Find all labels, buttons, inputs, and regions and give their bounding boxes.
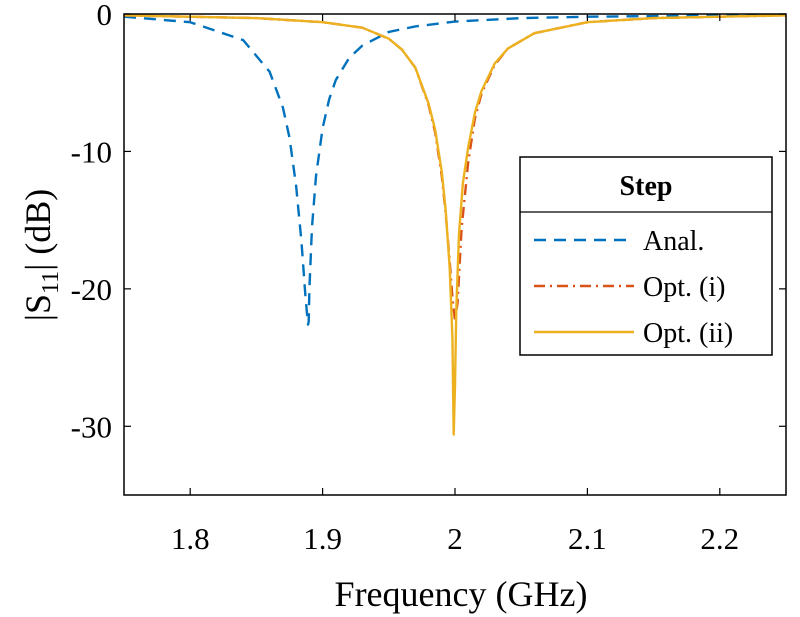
legend-label-2: Opt. (i) [643,272,725,303]
y-tick-label: -30 [71,409,112,444]
x-tick-label: 2.1 [568,521,607,556]
x-tick-label: 2 [447,521,463,556]
x-axis-label: Frequency (GHz) [335,574,588,614]
series-line-1 [124,14,786,326]
y-tick-label: -20 [71,272,112,307]
legend-label-1: Anal. [643,226,704,257]
x-tick-label: 1.8 [171,521,210,556]
legend-box [519,156,773,356]
y-axis-label-subscript: 11 [38,271,64,294]
y-axis: 0 -10 -20 -30 [71,0,786,444]
y-tick-label: -10 [71,134,112,169]
x-tick-label: 1.9 [303,521,342,556]
x-tick-label: 2.2 [700,521,739,556]
y-axis-label-prefix: |S [18,294,58,321]
y-axis-label-suffix: | (dB) [18,189,58,271]
y-axis-label: |S11| (dB) [18,189,64,322]
legend: Step Anal. Opt. (i) Opt. (ii) [519,156,773,356]
series-line-3 [124,14,786,436]
x-axis: 1.8 1.9 2 2.1 2.2 [171,14,739,556]
legend-label-3: Opt. (ii) [643,318,733,349]
y-tick-label: 0 [97,0,113,32]
legend-title: Step [620,171,673,202]
